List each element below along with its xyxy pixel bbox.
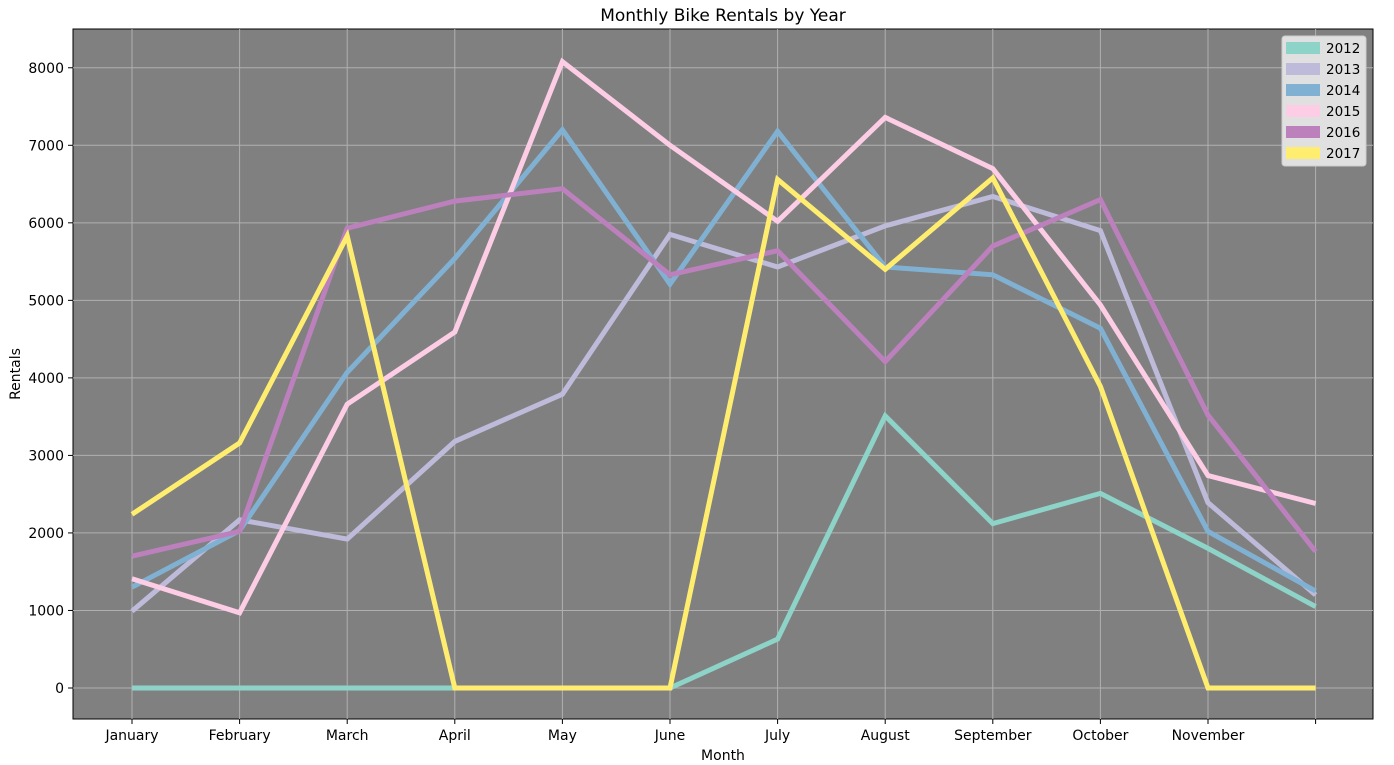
x-tick-label: March [326,728,369,744]
y-tick-label: 0 [55,681,64,697]
x-tick-label: January [104,728,158,744]
legend-label: 2015 [1326,104,1360,120]
y-tick-label: 3000 [28,448,64,464]
y-tick-label: 6000 [28,216,64,232]
legend-label: 2012 [1326,41,1360,57]
x-tick-label: February [209,728,271,744]
y-axis: 0 1000 2000 3000 4000 5000 6000 7000 8000 [28,61,73,697]
series-line-2015 [131,57,1317,616]
x-tick-label: April [439,728,471,744]
x-axis: January February March April May June July Augu… [104,719,1317,744]
series-line-2014 [130,125,1317,594]
x-axis-label: Month [701,748,745,764]
legend-label: 2016 [1326,125,1360,141]
plot-area [72,28,1374,720]
legend-label: 2014 [1326,83,1360,99]
legend: 2012 2013 2014 2015 2016 2017 [1281,35,1367,167]
grid-lines [73,29,1373,719]
series-line-2017 [130,173,1316,691]
x-tick-label: July [764,728,790,744]
y-tick-label: 7000 [28,138,64,154]
legend-label: 2013 [1326,62,1360,78]
legend-label: 2017 [1326,146,1360,162]
y-tick-label: 1000 [28,603,64,619]
x-tick-label: September [954,728,1032,744]
series-lines [130,57,1318,691]
chart-title: Monthly Bike Rentals by Year [600,6,846,26]
x-tick-label: October [1072,728,1128,744]
y-tick-label: 2000 [28,526,64,542]
series-line-2012 [132,411,1317,691]
x-tick-label: June [654,728,686,744]
x-tick-label: May [548,728,577,744]
series-line-2016 [131,186,1318,559]
x-tick-label: November [1172,728,1245,744]
y-tick-label: 8000 [28,61,64,77]
series-line-2013 [130,193,1318,614]
x-tick-label: August [861,728,911,744]
y-tick-label: 4000 [28,371,64,387]
y-tick-label: 5000 [28,293,64,309]
y-axis-label: Rentals [8,348,24,400]
